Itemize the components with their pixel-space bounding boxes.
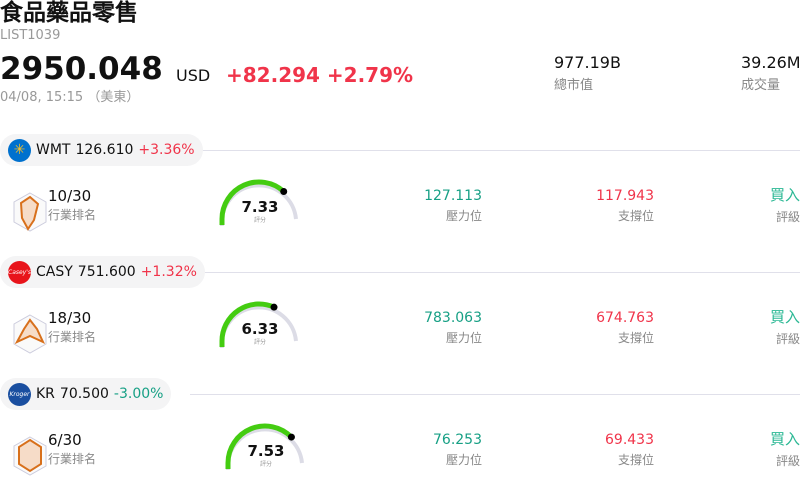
support-label: 支撐位 [617,331,654,345]
gauge-fill [219,301,276,347]
divider [190,394,800,395]
resistance-label: 壓力位 [445,331,482,345]
divider [190,272,800,273]
radar-chart-icon [13,314,47,354]
divider [190,150,800,151]
stock-price: 126.610 [75,142,134,158]
gauge-fill [225,423,294,469]
caseys-logo-icon: Casey's [8,260,31,284]
gauge-marker [280,187,288,195]
support-label: 支撐位 [617,453,654,467]
stock-section: Kroger KR 70.500 -3.00% 6/30 行業排名 7.53 評… [0,378,800,500]
timestamp: 04/08, 15:15 （美東） [0,90,140,105]
stock-price: 70.500 [59,386,109,402]
resistance-label: 壓力位 [445,209,482,223]
industry-rank: 18/30 [48,309,92,327]
stock-chip[interactable]: Casey's CASY 751.600 +1.32% [0,256,205,288]
radar-chart-icon [13,436,47,476]
industry-rank: 6/30 [48,431,82,449]
stock-change: +3.36% [138,142,195,158]
rating-value: 買入 [769,430,800,448]
gauge-fill [219,179,286,225]
stock-chip[interactable]: ✳ WMT 126.610 +3.36% [0,134,203,166]
volume-label: 成交量 [741,78,781,93]
score-value: 6.33 [241,320,279,338]
market-cap-value: 977.19B [554,53,621,72]
logo-text: Kroger [9,390,30,398]
score-value: 7.33 [241,198,279,216]
page-title: 食品藥品零售 [0,0,138,26]
rating-label: 評級 [775,454,800,468]
score-gauge [225,423,304,470]
score-value: 7.53 [247,442,285,460]
score-label: 評分 [259,461,272,468]
list-code: LIST1039 [0,28,61,43]
support-value: 69.433 [605,432,654,448]
ticker: KR [36,386,55,402]
gauge-marker [270,303,278,311]
kroger-logo-icon: Kroger [8,382,31,406]
resistance-value: 127.113 [424,188,482,204]
industry-rank-label: 行業排名 [48,452,97,466]
industry-rank-label: 行業排名 [48,208,97,222]
industry-rank: 10/30 [48,187,92,205]
support-value: 674.763 [596,310,654,326]
resistance-label: 壓力位 [445,453,482,467]
rating-label: 評級 [775,332,800,346]
market-cap-label: 總市值 [554,78,594,93]
volume-value: 39.26M [741,53,800,72]
score-gauge [219,179,298,226]
logo-text: Casey's [8,268,31,276]
stock-change: +1.32% [140,264,197,280]
index-price: 2950.048 [0,51,163,87]
rating-label: 評級 [775,210,800,224]
change-value: +82.294 [226,63,320,87]
stock-price: 751.600 [77,264,136,280]
support-value: 117.943 [596,188,654,204]
support-label: 支撐位 [617,209,654,223]
stock-change: -3.00% [113,386,164,402]
walmart-spark-glyph: ✳ [13,142,26,158]
price-change: +82.294 +2.79% [226,64,413,87]
currency: USD [176,66,211,85]
radar-chart-icon [13,192,47,232]
stock-section: Casey's CASY 751.600 +1.32% 18/30 行業排名 6… [0,256,800,378]
stock-chip[interactable]: Kroger KR 70.500 -3.00% [0,378,172,410]
resistance-value: 783.063 [424,310,482,326]
rating-value: 買入 [769,308,800,326]
ticker: CASY [36,264,73,280]
score-gauge [219,301,298,348]
gauge-marker [287,433,295,441]
score-label: 評分 [253,339,266,346]
ticker: WMT [36,142,71,158]
walmart-spark-icon: ✳ [8,138,31,162]
industry-rank-label: 行業排名 [48,330,97,344]
resistance-value: 76.253 [433,432,482,448]
stock-section: ✳ WMT 126.610 +3.36% 10/30 行業排名 7.33 評分 … [0,134,800,256]
score-label: 評分 [253,217,266,224]
rating-value: 買入 [769,186,800,204]
change-percent: +2.79% [326,63,414,87]
